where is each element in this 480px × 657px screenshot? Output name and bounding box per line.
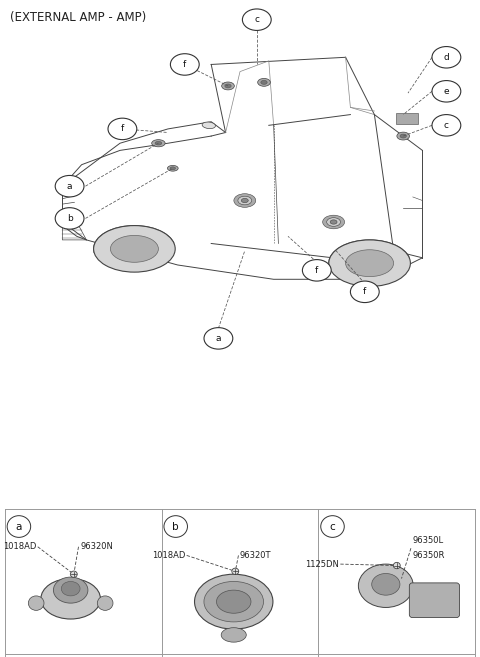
Ellipse shape: [94, 225, 175, 272]
Text: 96350L: 96350L: [412, 537, 444, 545]
Ellipse shape: [400, 134, 407, 138]
Ellipse shape: [225, 84, 231, 88]
Ellipse shape: [61, 581, 80, 596]
Ellipse shape: [202, 122, 216, 129]
Text: (EXTERNAL AMP - AMP): (EXTERNAL AMP - AMP): [10, 11, 146, 24]
Text: 1018AD: 1018AD: [3, 542, 36, 551]
Ellipse shape: [234, 194, 256, 208]
Text: 1018AD: 1018AD: [152, 551, 185, 560]
Ellipse shape: [261, 80, 267, 84]
Circle shape: [432, 81, 461, 102]
Ellipse shape: [28, 596, 44, 610]
Text: 96320N: 96320N: [80, 542, 113, 551]
Text: c: c: [330, 522, 336, 532]
Text: b: b: [172, 522, 179, 532]
Circle shape: [204, 328, 233, 349]
Circle shape: [432, 47, 461, 68]
Text: 96320T: 96320T: [240, 551, 272, 560]
Text: a: a: [67, 182, 72, 191]
Ellipse shape: [155, 141, 162, 145]
FancyBboxPatch shape: [409, 583, 459, 618]
Ellipse shape: [397, 132, 409, 140]
Text: c: c: [444, 121, 449, 130]
Ellipse shape: [110, 235, 158, 262]
Circle shape: [350, 281, 379, 303]
Text: a: a: [16, 522, 22, 532]
Text: c: c: [254, 15, 259, 24]
Circle shape: [232, 568, 239, 574]
Ellipse shape: [258, 78, 270, 86]
Ellipse shape: [323, 215, 345, 229]
Ellipse shape: [170, 167, 176, 170]
Text: f: f: [315, 266, 318, 275]
Text: f: f: [183, 60, 186, 69]
Text: 96350R: 96350R: [412, 551, 445, 560]
Ellipse shape: [204, 581, 264, 622]
Circle shape: [55, 175, 84, 197]
Circle shape: [393, 562, 400, 569]
Text: a: a: [216, 334, 221, 343]
Ellipse shape: [194, 574, 273, 629]
Ellipse shape: [241, 198, 248, 202]
Text: d: d: [444, 53, 449, 62]
Circle shape: [321, 516, 344, 537]
Ellipse shape: [222, 82, 234, 90]
Text: e: e: [444, 87, 449, 96]
Ellipse shape: [238, 196, 252, 205]
Circle shape: [108, 118, 137, 140]
Text: 1125DN: 1125DN: [305, 560, 339, 568]
Ellipse shape: [329, 240, 410, 286]
Ellipse shape: [53, 577, 88, 603]
Circle shape: [55, 208, 84, 229]
Ellipse shape: [41, 579, 100, 619]
Circle shape: [242, 9, 271, 30]
Ellipse shape: [152, 140, 165, 147]
Circle shape: [170, 54, 199, 75]
Ellipse shape: [346, 250, 394, 277]
Text: f: f: [121, 124, 124, 133]
Circle shape: [432, 114, 461, 136]
Circle shape: [164, 516, 188, 537]
Circle shape: [71, 571, 77, 578]
Ellipse shape: [97, 596, 113, 610]
Circle shape: [7, 516, 31, 537]
Ellipse shape: [372, 574, 400, 595]
Ellipse shape: [168, 166, 178, 171]
Bar: [396, 113, 418, 124]
Ellipse shape: [327, 217, 340, 226]
Ellipse shape: [221, 627, 246, 642]
Circle shape: [302, 260, 331, 281]
Ellipse shape: [359, 564, 413, 608]
Ellipse shape: [216, 590, 251, 613]
Text: b: b: [67, 214, 72, 223]
Ellipse shape: [330, 220, 337, 224]
Text: f: f: [363, 287, 366, 296]
